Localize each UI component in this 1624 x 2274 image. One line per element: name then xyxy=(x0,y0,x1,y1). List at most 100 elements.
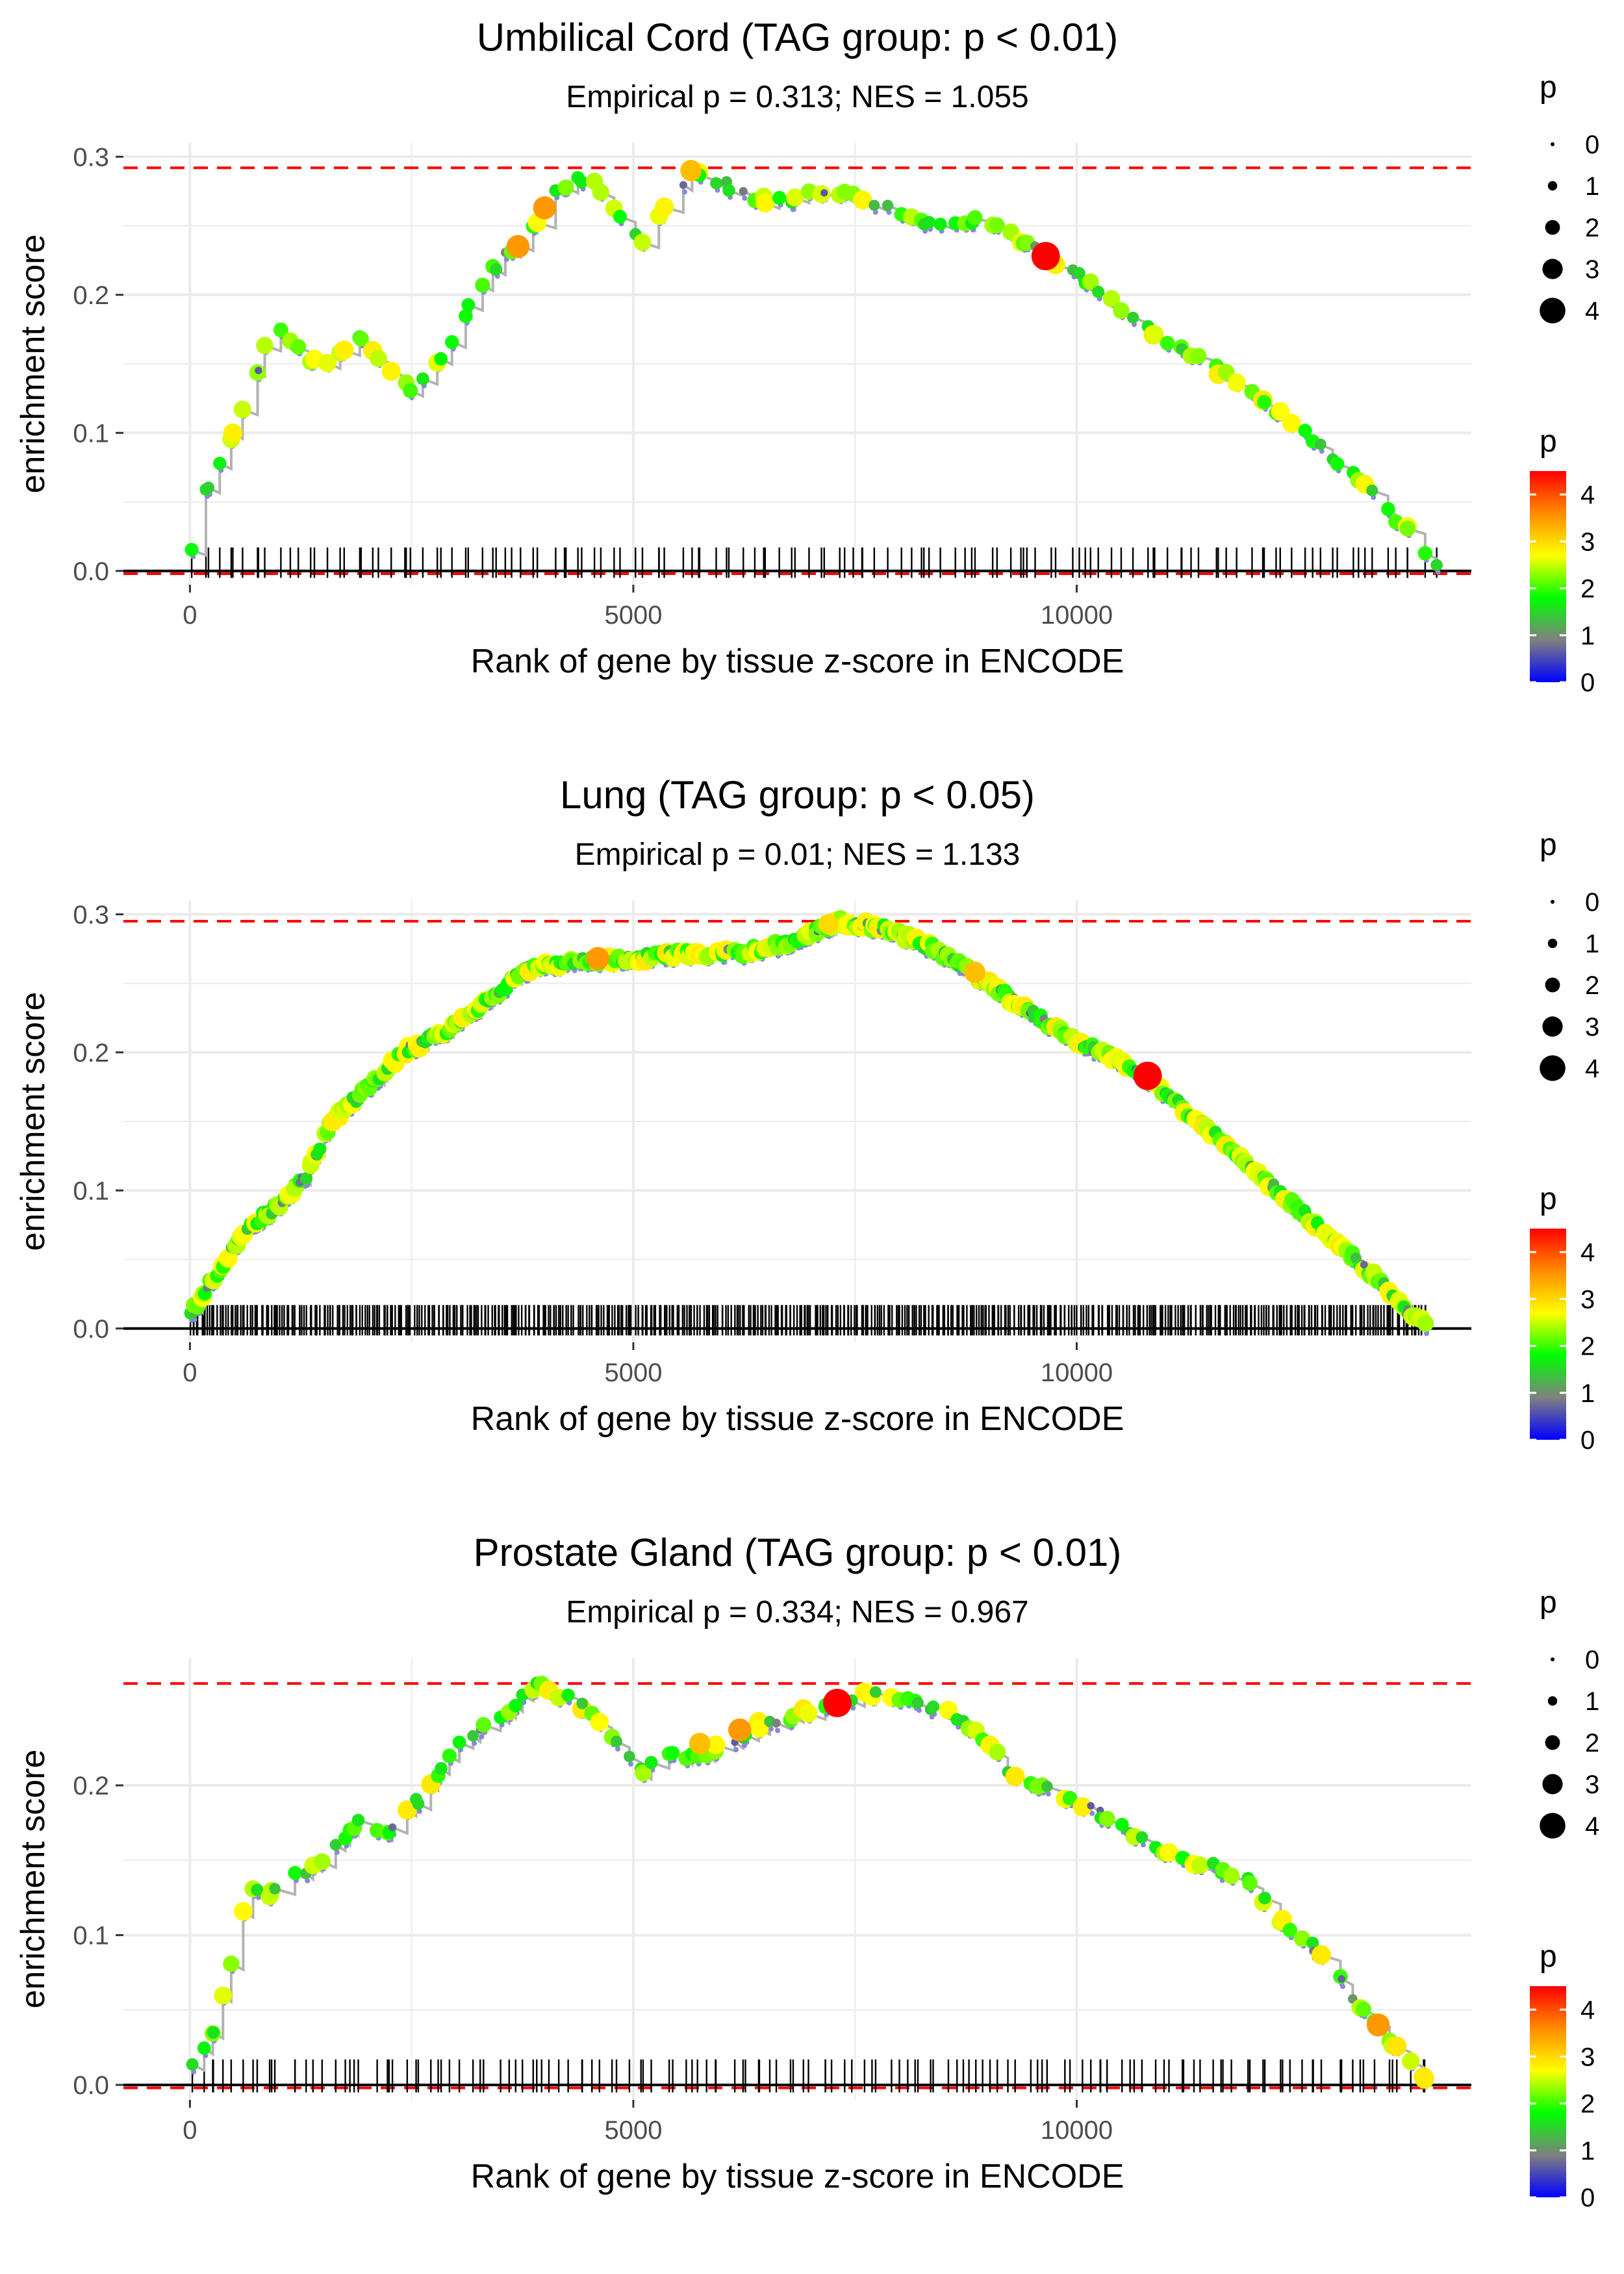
gene-minor-point xyxy=(305,1878,311,1884)
gene-point xyxy=(1312,1945,1331,1965)
gene-point xyxy=(202,481,215,494)
panel-umbilical-cord: Umbilical Cord (TAG group: p < 0.01) Empi… xyxy=(0,0,1624,758)
gene-point xyxy=(1191,1856,1209,1874)
gene-point xyxy=(1062,1791,1078,1806)
color-bar xyxy=(1530,471,1566,682)
es-curve xyxy=(191,168,1438,565)
x-axis-label: Rank of gene by tissue z-score in ENCODE xyxy=(471,2158,1124,2195)
gene-point xyxy=(251,1884,264,1897)
panel-lung: Lung (TAG group: p < 0.05) Empirical p = … xyxy=(0,758,1624,1515)
gene-minor-points xyxy=(190,175,1441,575)
size-legend: p0 1 2 3 4 xyxy=(1540,828,1599,1083)
gene-minor-point xyxy=(916,1707,922,1713)
gene-point xyxy=(634,1764,652,1782)
x-tick-label: 0 xyxy=(183,2116,197,2145)
size-legend-key xyxy=(1545,977,1560,993)
es-curve xyxy=(189,913,1427,1333)
size-legend-key xyxy=(1540,298,1566,324)
gene-minor-point xyxy=(191,2069,197,2075)
chart-subtitle: Empirical p = 0.01; NES = 1.133 xyxy=(575,837,1021,872)
gene-point xyxy=(197,2041,211,2055)
y-tick-label: 0.1 xyxy=(73,1177,109,1205)
gene-point xyxy=(313,1853,331,1871)
size-legend-key xyxy=(1540,1813,1566,1839)
y-axis-label: enrichment score xyxy=(14,1750,52,2009)
gene-point xyxy=(213,457,227,470)
size-legend: p0 1 2 3 4 xyxy=(1540,70,1599,326)
gene-point xyxy=(381,361,401,381)
gene-point xyxy=(318,353,337,372)
gene-point xyxy=(269,1883,281,1895)
color-legend-label: 2 xyxy=(1580,575,1595,604)
gene-point xyxy=(442,1748,457,1763)
gene-point xyxy=(575,175,589,189)
gene-point xyxy=(334,340,354,360)
gene-minor-point xyxy=(681,189,687,195)
gene-point xyxy=(1258,1891,1271,1905)
chart-title: Umbilical Cord (TAG group: p < 0.01) xyxy=(477,16,1119,59)
gene-minor-point xyxy=(742,195,748,201)
gene-point xyxy=(1430,559,1443,572)
gene-point xyxy=(1087,1802,1095,1810)
gene-minor-point xyxy=(872,209,878,215)
gene-minor-point xyxy=(479,1734,485,1740)
gene-point xyxy=(233,400,251,418)
size-legend-title: p xyxy=(1540,1585,1557,1620)
gene-point xyxy=(1005,1767,1025,1787)
y-tick-label: 0.3 xyxy=(73,143,109,172)
gene-point xyxy=(313,1142,327,1156)
gene-minor-point xyxy=(628,1761,633,1767)
gene-point xyxy=(557,179,574,196)
size-legend-key xyxy=(1547,938,1558,949)
gene-point xyxy=(785,188,804,207)
gene-point xyxy=(1082,273,1099,290)
chart-subtitle: Empirical p = 0.334; NES = 0.967 xyxy=(566,1595,1028,1629)
size-legend-label: 2 xyxy=(1585,1729,1599,1757)
gene-point xyxy=(1293,1930,1311,1947)
size-legend-key xyxy=(1551,1657,1554,1661)
gene-minor-point xyxy=(416,1808,422,1814)
gene-point xyxy=(186,2058,199,2071)
gene-point xyxy=(927,1700,939,1713)
gene-point xyxy=(388,1823,397,1832)
chart-svg: Prostate Gland (TAG group: p < 0.01) Empi… xyxy=(14,1531,1599,2212)
gene-point xyxy=(1072,1797,1093,1817)
x-tick-label: 5000 xyxy=(604,601,662,630)
gene-point xyxy=(706,1735,726,1755)
size-legend: p0 1 2 3 4 xyxy=(1540,1585,1599,1841)
color-bar xyxy=(1530,1986,1566,2197)
gene-point xyxy=(1190,348,1207,364)
gene-minor-points xyxy=(191,1687,1428,2089)
size-legend-title: p xyxy=(1540,70,1557,105)
gene-point-highlight xyxy=(1366,2013,1390,2037)
gene-point xyxy=(412,1797,425,1810)
gene-point xyxy=(459,309,473,324)
chart-title: Prostate Gland (TAG group: p < 0.01) xyxy=(474,1531,1122,1574)
size-legend-label: 3 xyxy=(1585,1013,1599,1041)
gene-point xyxy=(1282,1923,1298,1938)
color-legend-label: 2 xyxy=(1580,1333,1595,1361)
size-legend-key xyxy=(1547,181,1558,191)
color-legend-label: 3 xyxy=(1580,528,1595,556)
gene-point xyxy=(1415,2069,1434,2089)
chart-subtitle: Empirical p = 0.313; NES = 1.055 xyxy=(566,80,1028,114)
gene-point xyxy=(739,186,748,196)
gene-point xyxy=(1402,2052,1420,2071)
gene-point-highlight xyxy=(1133,1061,1162,1090)
color-legend-label: 4 xyxy=(1580,481,1595,509)
color-legend-label: 4 xyxy=(1580,1238,1595,1267)
gene-point xyxy=(1126,311,1139,324)
gene-point xyxy=(1306,1936,1319,1950)
gene-point xyxy=(820,189,828,197)
size-legend-key xyxy=(1551,142,1554,146)
color-bar xyxy=(1530,1229,1566,1440)
gene-point xyxy=(722,184,735,197)
gene-point xyxy=(1298,424,1312,438)
gene-point xyxy=(467,1730,479,1742)
gene-point xyxy=(1417,1314,1434,1332)
color-legend-label: 4 xyxy=(1580,1996,1595,2025)
gene-rug xyxy=(190,547,1438,578)
gene-point xyxy=(435,1761,448,1775)
x-tick-label: 0 xyxy=(183,601,197,630)
